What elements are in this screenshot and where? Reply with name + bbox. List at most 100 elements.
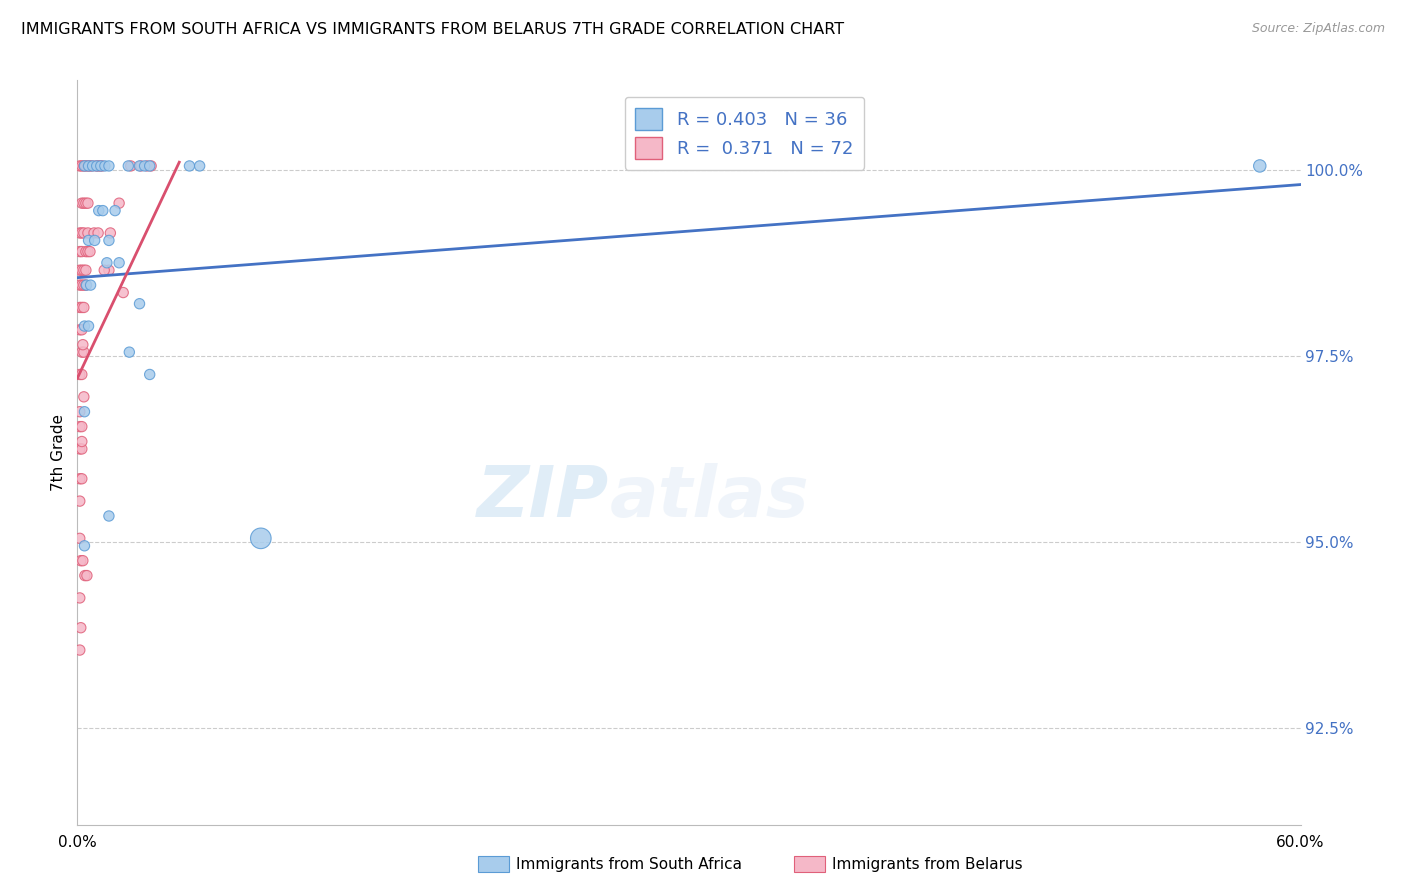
Point [69, 621, 91, 635]
Point [118, 345, 141, 359]
Point [97, 508, 120, 523]
Point [77, 226, 100, 240]
Point [134, 159, 156, 173]
Point [70, 323, 93, 337]
Point [112, 285, 135, 300]
Point [138, 368, 160, 382]
Point [69, 591, 91, 605]
Point [69, 226, 91, 240]
Point [70, 472, 93, 486]
Point [70, 345, 93, 359]
Point [97, 263, 120, 277]
Point [69, 472, 91, 486]
Point [91, 203, 114, 218]
Point [83, 234, 105, 248]
Point [73, 319, 96, 334]
Point [84, 159, 107, 173]
Point [250, 532, 273, 546]
Point [80, 159, 103, 173]
Text: Immigrants from South Africa: Immigrants from South Africa [516, 857, 742, 871]
Point [138, 159, 160, 173]
Point [73, 159, 96, 173]
Point [94, 159, 117, 173]
Text: ZIP: ZIP [477, 463, 609, 532]
Point [73, 226, 96, 240]
Point [139, 159, 162, 173]
Point [72, 554, 94, 568]
Point [73, 568, 96, 582]
Point [70, 244, 93, 259]
Point [79, 278, 101, 293]
Point [76, 278, 98, 293]
Point [77, 244, 100, 259]
Point [70, 434, 93, 449]
Point [73, 159, 96, 173]
Point [86, 159, 108, 173]
Text: IMMIGRANTS FROM SOUTH AFRICA VS IMMIGRANTS FROM BELARUS 7TH GRADE CORRELATION CH: IMMIGRANTS FROM SOUTH AFRICA VS IMMIGRAN… [21, 22, 844, 37]
Point [77, 196, 100, 211]
Point [69, 419, 91, 434]
Point [136, 159, 159, 173]
Point [117, 159, 139, 173]
Point [82, 159, 104, 173]
Point [96, 256, 118, 270]
Point [70, 278, 93, 293]
Point [73, 301, 96, 315]
Text: Immigrants from Belarus: Immigrants from Belarus [832, 857, 1024, 871]
Point [73, 390, 96, 404]
Point [73, 539, 96, 553]
Point [87, 159, 110, 173]
Point [128, 159, 150, 173]
Point [69, 301, 91, 315]
Point [70, 159, 93, 173]
Point [69, 442, 91, 456]
Point [70, 196, 93, 211]
Point [79, 244, 101, 259]
Point [97, 234, 120, 248]
Point [1249, 159, 1271, 173]
Point [75, 196, 97, 211]
Point [97, 159, 120, 173]
Point [75, 278, 97, 293]
Point [69, 405, 91, 419]
Point [69, 244, 91, 259]
Point [129, 159, 152, 173]
Point [75, 263, 97, 277]
Point [87, 226, 110, 240]
Point [89, 159, 111, 173]
Point [69, 494, 91, 508]
Point [188, 159, 211, 173]
Point [76, 568, 98, 582]
Point [72, 337, 94, 351]
Point [104, 203, 127, 218]
Point [70, 419, 93, 434]
Point [73, 278, 96, 293]
Point [69, 554, 91, 568]
Point [90, 159, 112, 173]
Point [77, 234, 100, 248]
Point [108, 196, 131, 211]
Point [120, 159, 142, 173]
Point [77, 159, 100, 173]
Point [69, 323, 91, 337]
Point [98, 226, 121, 240]
Point [128, 297, 150, 311]
Point [69, 278, 91, 293]
Point [70, 368, 93, 382]
Point [70, 442, 93, 456]
Point [69, 263, 91, 277]
Point [70, 301, 93, 315]
Text: atlas: atlas [609, 463, 810, 532]
Point [77, 159, 100, 173]
Legend: R = 0.403   N = 36, R =  0.371   N = 72: R = 0.403 N = 36, R = 0.371 N = 72 [624, 96, 865, 169]
Point [91, 159, 114, 173]
Point [79, 159, 101, 173]
Point [69, 532, 91, 546]
Point [75, 159, 97, 173]
Point [73, 196, 96, 211]
Y-axis label: 7th Grade: 7th Grade [51, 414, 66, 491]
Point [69, 643, 91, 657]
Point [77, 319, 100, 334]
Point [83, 226, 105, 240]
Point [73, 263, 96, 277]
